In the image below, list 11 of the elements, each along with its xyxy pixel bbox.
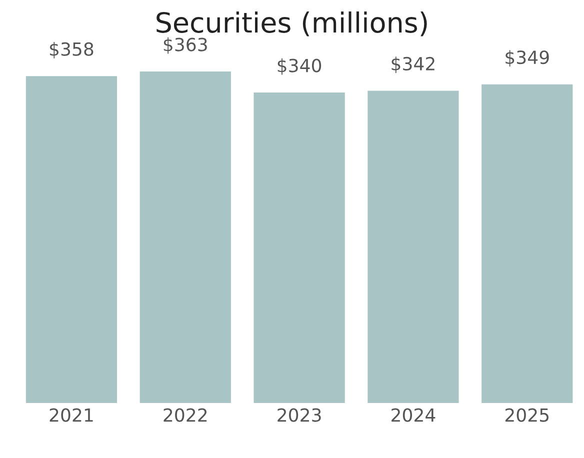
x-tick-label: 2022 [164,408,207,422]
x-tick-label: 2023 [278,408,321,422]
data-label: $342 [392,56,434,73]
chart-title: Securities (millions) [156,11,427,36]
x-tick-label: 2024 [392,408,436,422]
data-label: $358 [50,42,94,58]
x-tick-label: 2025 [505,408,549,422]
x-tick-label: 2021 [50,408,93,422]
data-label: $349 [506,50,549,67]
data-label: $340 [278,58,322,75]
data-label: $363 [164,37,207,54]
